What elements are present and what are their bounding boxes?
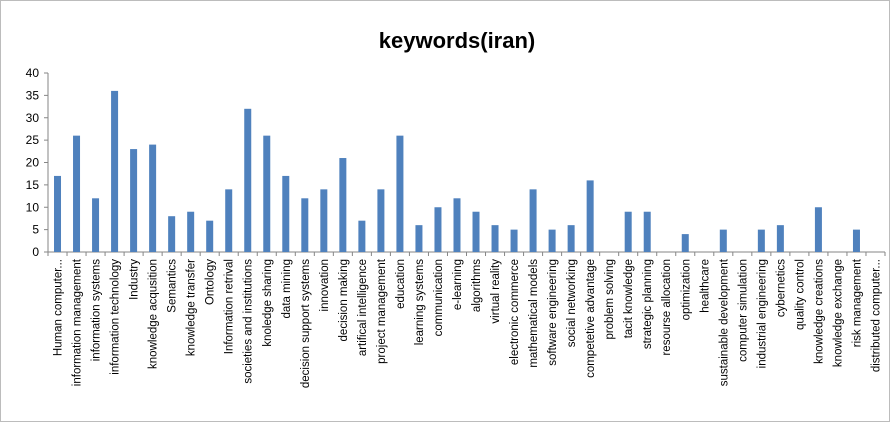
category-label: decision making [338, 259, 350, 341]
category-label: software engineering [547, 259, 559, 366]
category-label: computer simulation [737, 259, 749, 362]
y-tick-label: 10 [26, 200, 40, 214]
bar [73, 135, 81, 252]
category-label: education [395, 259, 407, 309]
category-label: sustainable development [718, 258, 730, 386]
bar [852, 229, 860, 252]
category-label: distributed computer... [870, 259, 882, 372]
bar [643, 211, 651, 252]
category-label: strategic planning [642, 259, 654, 349]
bar [491, 225, 499, 252]
category-label: societies and institutions [243, 259, 255, 384]
bar [111, 90, 119, 253]
y-tick-label: 15 [26, 178, 40, 192]
y-tick-label: 40 [26, 66, 40, 80]
category-label: healthcare [699, 259, 711, 313]
y-tick-label: 30 [26, 111, 40, 125]
bar [396, 135, 404, 252]
y-tick-label: 5 [32, 223, 39, 237]
bar [358, 220, 366, 252]
bar [130, 149, 138, 252]
bar [776, 225, 784, 252]
y-tick-label: 35 [26, 88, 40, 102]
bar [244, 108, 252, 252]
category-label: social networking [566, 259, 578, 347]
bar [529, 189, 537, 252]
category-label: electronic commerce [509, 259, 521, 365]
y-tick-label: 0 [32, 245, 39, 259]
category-label: resourse allocation [661, 259, 673, 356]
bar [548, 229, 556, 252]
category-label: e-learning [452, 259, 464, 310]
bar [225, 189, 233, 252]
category-label: data mining [281, 259, 293, 318]
category-label: project management [376, 258, 388, 364]
category-label: competetive advantage [585, 259, 597, 378]
category-label: virtual reality [490, 259, 502, 324]
bar [453, 198, 461, 252]
bar [187, 211, 195, 252]
bar [282, 175, 290, 252]
y-tick-label: 25 [26, 133, 40, 147]
category-label: learning systems [414, 259, 426, 346]
category-label: information management [72, 258, 84, 386]
bar [320, 189, 328, 252]
bar [681, 234, 689, 252]
bar [434, 207, 442, 252]
category-label: mathematical models [528, 259, 540, 368]
bar [624, 211, 632, 252]
category-label: knowledge exchange [832, 259, 844, 367]
category-label: innovation [319, 259, 331, 311]
bar [586, 180, 594, 252]
bar [301, 198, 309, 252]
bar [719, 229, 727, 252]
category-label: information technology [110, 259, 122, 375]
category-label: industrial engineering [756, 259, 768, 368]
bar [263, 135, 271, 252]
bar [377, 189, 385, 252]
category-label: quality control [794, 259, 806, 330]
plot-area: 0 5 10 15 20 25 30 35 40 Human computer... informa… [26, 66, 886, 388]
bar [206, 220, 214, 252]
bar [168, 216, 176, 252]
bar [757, 229, 765, 252]
chart-title: keywords(iran) [379, 28, 536, 53]
category-label: knowledge transfer [186, 259, 198, 356]
bar [415, 225, 423, 252]
category-label: Information retrival [224, 259, 236, 354]
category-label: optimization [680, 259, 692, 320]
category-label: knowledge acqusition [148, 259, 160, 369]
category-label: knoledge sharing [262, 259, 274, 347]
category-label: problem solving [604, 259, 616, 340]
category-label: decision support systems [300, 259, 312, 388]
bar [339, 158, 347, 252]
bar [567, 225, 575, 252]
bar [510, 229, 518, 252]
bar [149, 144, 157, 252]
category-label: algorithms [471, 259, 483, 312]
y-tick-label: 20 [26, 156, 40, 170]
category-label: risk management [851, 258, 863, 347]
category-label: Industry [129, 259, 141, 300]
category-label: communication [433, 259, 445, 336]
category-label: artifical intelligence [357, 259, 369, 356]
bar [472, 211, 480, 252]
bar [54, 175, 62, 252]
category-label: Semantics [167, 259, 179, 313]
bar [92, 198, 100, 252]
category-label: tacit knowledge [623, 259, 635, 338]
category-label: Ontology [205, 259, 217, 305]
bar [814, 207, 822, 252]
category-label: Human computer... [53, 259, 65, 356]
category-label: cybernetics [775, 259, 787, 317]
category-label: information systems [91, 259, 103, 362]
category-label: knowledge creations [813, 259, 825, 364]
